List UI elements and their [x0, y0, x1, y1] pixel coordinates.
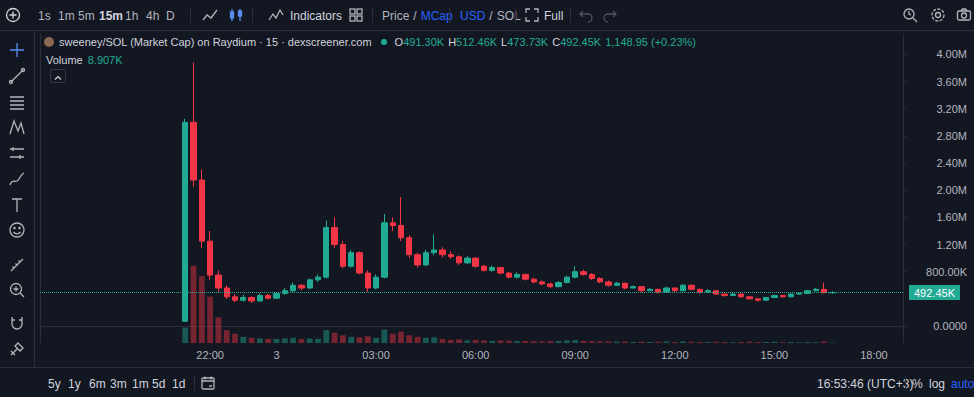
svg-text:0.0000: 0.0000 [933, 320, 967, 332]
svg-text:2.80M: 2.80M [936, 130, 967, 142]
svg-text:12:00: 12:00 [661, 349, 689, 361]
svg-text:3: 3 [273, 349, 279, 361]
svg-text:1.60M: 1.60M [936, 211, 967, 223]
svg-text:18:00: 18:00 [860, 349, 888, 361]
html-text:1m 5m 15m 1h: 1m 5m 15m 1h [58, 9, 139, 23]
html-text:Full: Full [544, 9, 564, 23]
svg-text:3.60M: 3.60M [936, 76, 967, 88]
svg-text:3.20M: 3.20M [936, 103, 967, 115]
svg-text:06:00: 06:00 [462, 349, 490, 361]
svg-text:09:00: 09:00 [561, 349, 589, 361]
svg-text:03:00: 03:00 [362, 349, 390, 361]
html-text:1s: 1s [38, 9, 51, 23]
html-text:O 491.30K H 512.46K L 473.73K: O 491.30K H 512.46K L 473.73K C 492.45K … [394, 36, 696, 48]
html-text:sweeney/SOL (Market Cap) on Ra: sweeney/SOL (Market Cap) on Raydium · 15… [59, 36, 372, 48]
svg-text:800.00K: 800.00K [926, 266, 968, 278]
svg-text:492.45K: 492.45K [914, 287, 956, 299]
html-text:Volume 8.907K: Volume 8.907K [46, 54, 123, 66]
html-text:1m 5d: 1m 5d [132, 377, 166, 391]
svg-text:1.20M: 1.20M [936, 239, 967, 251]
html-text:USD / SOL: USD / SOL [460, 9, 521, 23]
html-text:1d: 1d [172, 377, 186, 391]
html-text:1y: 1y [68, 377, 81, 391]
html-text:Price / MCap: Price / MCap [382, 9, 453, 23]
html-text:D: D [166, 9, 175, 23]
html-text:5y: 5y [48, 377, 61, 391]
svg-text:15:00: 15:00 [761, 349, 789, 361]
svg-text:2.40M: 2.40M [936, 157, 967, 169]
html-text:4h: 4h [146, 9, 160, 23]
svg-text:4.00M: 4.00M [936, 48, 967, 60]
svg-text:2.00M: 2.00M [936, 184, 967, 196]
html-text:6m 3m: 6m 3m [89, 377, 127, 391]
html-text:auto: auto [951, 377, 974, 391]
svg-text:22:00: 22:00 [196, 349, 224, 361]
html-text:log: log [929, 377, 945, 391]
html-text:16:53:46 (UTC+3)%: 16:53:46 (UTC+3)% [817, 377, 923, 391]
html-text:Indicators: Indicators [290, 9, 342, 23]
